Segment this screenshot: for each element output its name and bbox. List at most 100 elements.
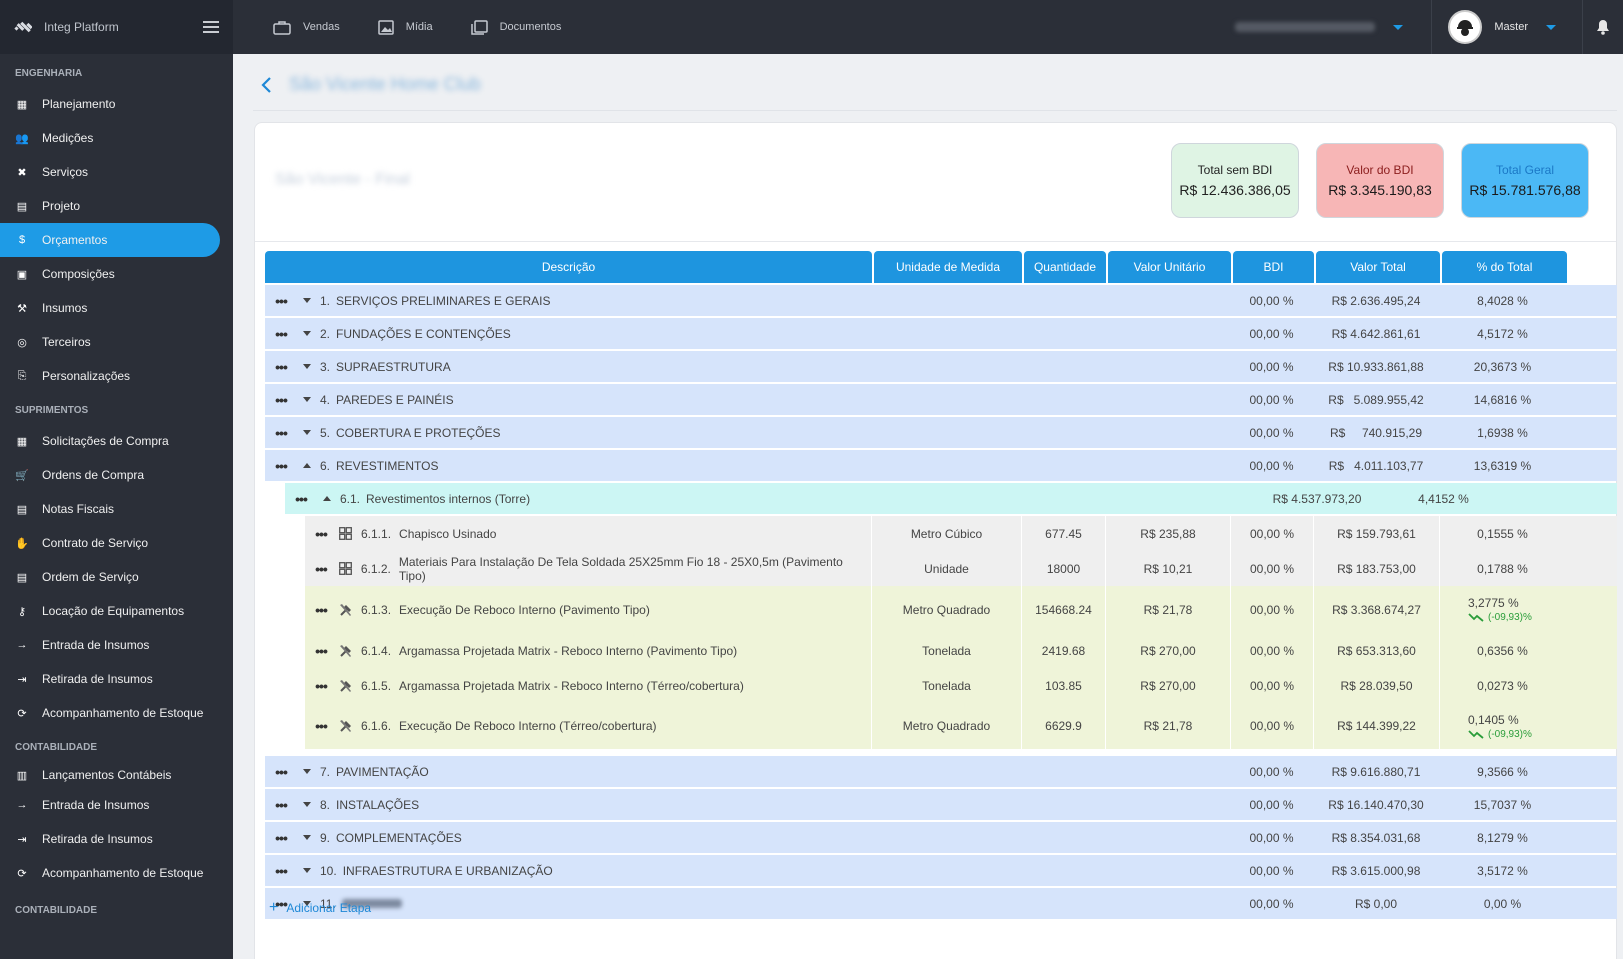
item-row[interactable]: ••• 6.1.6. Execução De Reboco Interno (Tér… [305, 703, 1617, 749]
row-actions-menu[interactable]: ••• [285, 491, 317, 507]
chevron-down-icon[interactable] [303, 397, 311, 402]
stage-row[interactable]: ••• 10. INFRAESTRUTURA E URBANIZAÇÃO 00,00 … [265, 855, 1617, 886]
item-number: 6.1.5. [361, 679, 391, 693]
back-arrow-icon[interactable] [257, 75, 277, 95]
row-actions-menu[interactable]: ••• [265, 392, 297, 408]
row-actions-menu[interactable]: ••• [305, 678, 337, 694]
user-menu[interactable]: Master [1432, 0, 1583, 54]
sidebar-item-notas-fiscais[interactable]: ▤ Notas Fiscais [0, 492, 233, 526]
sidebar-item-entrada-de-insumos[interactable]: → Entrada de Insumos [0, 788, 233, 822]
worker-avatar-icon [1453, 15, 1477, 39]
sidebar-item-or-amentos[interactable]: $ Orçamentos [0, 223, 220, 257]
notifications-button[interactable] [1583, 19, 1623, 35]
chevron-down-icon[interactable] [303, 331, 311, 336]
sidebar-item-solicita-es-de-compra[interactable]: ▦ Solicitações de Compra [0, 424, 233, 458]
row-actions-menu[interactable]: ••• [305, 561, 337, 577]
sidebar-item-entrada-de-insumos[interactable]: → Entrada de Insumos [0, 628, 233, 662]
sidebar-item-planejamento[interactable]: ▦ Planejamento [0, 87, 233, 121]
row-actions-menu[interactable]: ••• [265, 326, 297, 342]
sidebar-item-retirada-de-insumos[interactable]: ⇥ Retirada de Insumos [0, 662, 233, 696]
sidebar-item-insumos[interactable]: ⚒ Insumos [0, 291, 233, 325]
row-actions-menu[interactable]: ••• [265, 359, 297, 375]
stage-row[interactable]: ••• 8. INSTALAÇÕES 00,00 % R$ 16.140.470,30 1… [265, 789, 1617, 820]
row-actions-menu[interactable]: ••• [265, 797, 297, 813]
stage-row[interactable]: ••• 1. SERVIÇOS PRELIMINARES E GERAIS 00,00… [265, 285, 1617, 316]
col-header-valor-unitario[interactable]: Valor Unitário [1108, 251, 1231, 283]
plus-icon: + [269, 899, 278, 917]
item-row[interactable]: ••• 6.1.5. Argamassa Projetada Matrix - Re… [305, 668, 1617, 703]
item-row[interactable]: ••• 6.1.4. Argamassa Projetada Matrix - Re… [305, 633, 1617, 668]
row-actions-menu[interactable]: ••• [265, 764, 297, 780]
sidebar-item-ordem-de-servi-o[interactable]: ▤ Ordem de Serviço [0, 560, 233, 594]
chevron-down-icon[interactable] [303, 835, 311, 840]
chevron-down-icon[interactable] [303, 298, 311, 303]
sidebar-item-acompanhamento-de-estoque[interactable]: ⟳ Acompanhamento de Estoque [0, 856, 233, 890]
item-row[interactable]: ••• 6.1.3. Execução De Reboco Interno (Pav… [305, 586, 1617, 633]
chevron-up-icon[interactable] [323, 496, 331, 501]
top-link-vendas[interactable]: Vendas [273, 20, 340, 35]
sidebar-item-acompanhamento-de-estoque[interactable]: ⟳ Acompanhamento de Estoque [0, 696, 233, 730]
stage-number: 6. [320, 459, 330, 473]
top-link-documentos[interactable]: Documentos [471, 20, 562, 35]
add-stage-button[interactable]: + Adicionar Etapa [269, 899, 371, 917]
sidebar-item-servi-os[interactable]: ✖ Serviços [0, 155, 233, 189]
chevron-down-icon [1393, 25, 1403, 30]
col-header-pct-total[interactable]: % do Total [1442, 251, 1567, 283]
stage-row[interactable]: ••• 9. COMPLEMENTAÇÕES 00,00 % R$ 8.354.031,… [265, 822, 1617, 853]
item-row[interactable]: ••• 6.1.2. Materiais Para Instalação De Te… [305, 551, 1617, 586]
stage-number: 9. [320, 831, 330, 845]
row-actions-menu[interactable]: ••• [265, 425, 297, 441]
stage-row[interactable]: ••• 5. COBERTURA E PROTEÇÕES 00,00 % R$ 740.… [265, 417, 1617, 448]
stage-row[interactable]: ••• 2. FUNDAÇÕES E CONTENÇÕES 00,00 % R$ 4.6… [265, 318, 1617, 349]
chevron-down-icon[interactable] [303, 430, 311, 435]
chevron-down-icon[interactable] [303, 868, 311, 873]
chevron-down-icon[interactable] [303, 769, 311, 774]
chevron-down-icon[interactable] [303, 364, 311, 369]
sidebar-section: CONTABILIDADE [0, 903, 233, 924]
col-header-quantidade[interactable]: Quantidade [1024, 251, 1106, 283]
stage-row[interactable]: ••• 7. PAVIMENTAÇÃO 00,00 % R$ 9.616.880,71 9… [265, 756, 1617, 787]
stage-row[interactable]: ••• 11. 00,00 % R$ 0,00 0,00 % [265, 888, 1617, 919]
row-actions-menu[interactable]: ••• [305, 602, 337, 618]
sidebar-item-terceiros[interactable]: ◎ Terceiros [0, 325, 233, 359]
stage-row[interactable]: ••• 6. REVESTIMENTOS 00,00 % R$ 4.011.103,77… [265, 450, 1617, 481]
menu-toggle-button[interactable] [203, 21, 219, 33]
col-header-descricao[interactable]: Descrição [265, 251, 872, 283]
sidebar-item-composi-es[interactable]: ▣ Composições [0, 257, 233, 291]
stage-row[interactable]: ••• 3. SUPRAESTRUTURA 00,00 % R$ 10.933.861,… [265, 351, 1617, 382]
stage-number: 7. [320, 765, 330, 779]
col-header-bdi[interactable]: BDI [1233, 251, 1314, 283]
row-actions-menu[interactable]: ••• [305, 643, 337, 659]
item-row[interactable]: ••• 6.1.1. Chapisco Usinado Metro Cúbico 677… [305, 516, 1617, 551]
chevron-down-icon[interactable] [303, 802, 311, 807]
sidebar-item-personaliza-es[interactable]: ⎘ Personalizações [0, 359, 233, 393]
empty-cell [1106, 450, 1229, 481]
sidebar-item-ordens-de-compra[interactable]: 🛒 Ordens de Compra [0, 458, 233, 492]
row-actions-menu[interactable]: ••• [305, 526, 337, 542]
stage-total: R$ 8.354.031,68 [1314, 822, 1438, 853]
top-nav: Vendas Mídia Documentos [233, 20, 561, 35]
tools-icon [339, 719, 353, 733]
row-actions-menu[interactable]: ••• [305, 718, 337, 734]
chevron-up-icon[interactable] [303, 463, 311, 468]
project-title-redacted: São Vicente Home Club [289, 74, 481, 95]
item-total: R$ 183.753,00 [1314, 551, 1440, 586]
stage-row[interactable]: ••• 4. PAREDES E PAINÉIS 00,00 % R$ 5.089.95… [265, 384, 1617, 415]
sidebar-item-contrato-de-servi-o[interactable]: ✋ Contrato de Serviço [0, 526, 233, 560]
sidebar-item-medi-es[interactable]: 👥 Medições [0, 121, 233, 155]
stock-icon: ⟳ [16, 707, 28, 719]
row-actions-menu[interactable]: ••• [265, 293, 297, 309]
row-actions-menu[interactable]: ••• [265, 830, 297, 846]
col-header-valor-total[interactable]: Valor Total [1316, 251, 1440, 283]
sidebar-item-projeto[interactable]: ▤ Projeto [0, 189, 233, 223]
sidebar-item-lan-amentos-cont-beis[interactable]: ▥ Lançamentos Contábeis [0, 762, 233, 788]
row-actions-menu[interactable]: ••• [265, 458, 297, 474]
sidebar-item-retirada-de-insumos[interactable]: ⇥ Retirada de Insumos [0, 822, 233, 856]
substage-row[interactable]: ••• 6.1. Revestimentos internos (Torre) R$ … [285, 483, 1617, 514]
row-actions-menu[interactable]: ••• [265, 863, 297, 879]
col-header-unidade[interactable]: Unidade de Medida [874, 251, 1022, 283]
project-selector[interactable] [1235, 0, 1432, 54]
sidebar-item-loca-o-de-equipamentos[interactable]: ⚷ Locação de Equipamentos [0, 594, 233, 628]
empty-cell [1022, 855, 1104, 886]
top-link-m-dia[interactable]: Mídia [378, 20, 433, 35]
